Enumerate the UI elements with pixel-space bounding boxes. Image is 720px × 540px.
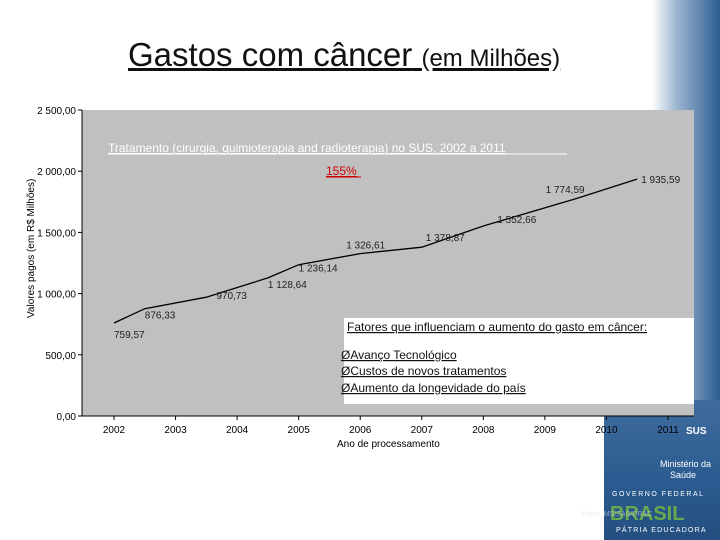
y-tick-label: 500,00 bbox=[45, 351, 76, 362]
data-label: 1 326,61 bbox=[346, 241, 385, 252]
y-tick-label: 0,00 bbox=[57, 412, 77, 423]
data-label: 1 552,66 bbox=[497, 215, 536, 226]
spending-series-line bbox=[113, 178, 638, 324]
x-tick-label: 2004 bbox=[226, 425, 249, 436]
y-tick-label: 1 500,00 bbox=[37, 228, 76, 239]
x-tick-label: 2003 bbox=[164, 425, 187, 436]
x-tick-label: 2008 bbox=[472, 425, 495, 436]
slide-title: Gastos com câncer (em Milhões) bbox=[128, 36, 560, 74]
title-main: Gastos com câncer bbox=[128, 36, 413, 73]
data-label: 876,33 bbox=[145, 311, 176, 322]
data-label: 1 935,59 bbox=[641, 175, 680, 186]
growth-annotation: 155% bbox=[326, 164, 357, 178]
y-tick-label: 2 000,00 bbox=[37, 167, 76, 178]
data-label: 759,57 bbox=[114, 330, 145, 341]
x-tick-label: 2002 bbox=[103, 425, 126, 436]
y-tick-group: 0,00 500,00 1 000,00 1 500,00 2 000,00 2 500,… bbox=[37, 106, 82, 423]
y-axis-label: Valores pagos (em R$ Milhões) bbox=[26, 179, 37, 318]
data-label: 1 128,64 bbox=[268, 280, 307, 291]
data-label: 1 378,87 bbox=[426, 233, 465, 244]
ministry-line1: Ministério da bbox=[660, 459, 711, 469]
data-label: 970,73 bbox=[216, 291, 247, 302]
ministry-line2: Saúde bbox=[670, 470, 696, 480]
factor-item-costs: ØCustos de novos tratamentos bbox=[341, 364, 506, 378]
sus-label: SUS bbox=[686, 426, 707, 437]
factor-item-longevity: ØAumento da longevidade do país bbox=[341, 381, 526, 395]
government-watermark-panel bbox=[604, 400, 720, 540]
cropped-source-text: Fonte: MS/SAS/DRAC bbox=[582, 511, 652, 518]
data-label: 1 236,14 bbox=[299, 264, 338, 275]
x-axis-label: Ano de processamento bbox=[337, 439, 440, 450]
x-tick-label: 2005 bbox=[288, 425, 311, 436]
factor-item-tech: ØAvanço Tecnológico bbox=[341, 348, 457, 362]
x-tick-label: 2010 bbox=[595, 425, 618, 436]
y-tick-label: 1 000,00 bbox=[37, 290, 76, 301]
gov-label: GOVERNO FEDERAL bbox=[612, 491, 705, 498]
y-tick-label: 2 500,00 bbox=[37, 106, 76, 117]
x-tick-label: 2007 bbox=[411, 425, 434, 436]
x-tick-label: 2009 bbox=[534, 425, 557, 436]
title-sub: (em Milhões) bbox=[421, 45, 561, 72]
data-label: 1 774,59 bbox=[546, 185, 585, 196]
patria-label: PÁTRIA EDUCADORA bbox=[616, 525, 707, 534]
chart-title: Tratamento (cirurgia, quimioterapia and … bbox=[108, 141, 506, 155]
x-tick-label: 2011 bbox=[657, 425, 679, 436]
x-tick-group: 2002 2003 2004 2005 2006 2007 2008 2009 2010 2011 bbox=[103, 416, 679, 436]
factors-box bbox=[344, 318, 694, 404]
brasil-label: BRASIL bbox=[610, 503, 684, 525]
x-tick-label: 2006 bbox=[349, 425, 372, 436]
factors-heading: Fatores que influenciam o aumento do gas… bbox=[347, 320, 647, 334]
